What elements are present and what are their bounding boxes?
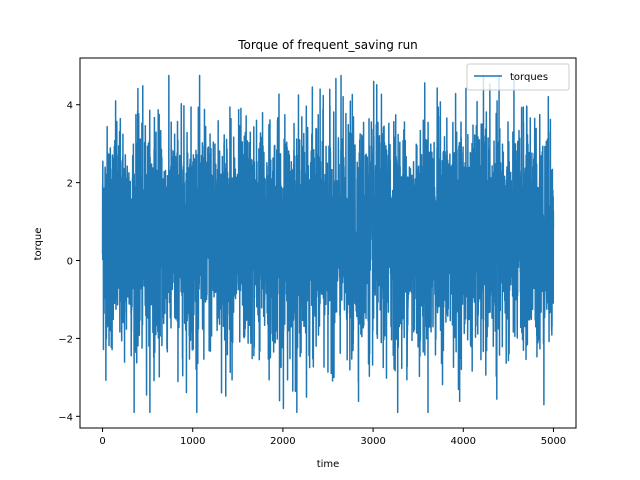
legend: torques [466, 63, 570, 91]
y-tick-label--4: −4 [58, 412, 73, 423]
chart-title: Torque of frequent_saving run [237, 38, 418, 52]
x-axis-label: time [317, 459, 340, 470]
plot-frame [79, 57, 577, 429]
y-tick-label-0: 0 [67, 257, 73, 268]
x-tick-label-0: 0 [99, 436, 105, 447]
y-axis-label: torque [33, 228, 44, 261]
y-tick-label--2: −2 [58, 334, 73, 345]
y-tick-label-2: 2 [67, 179, 73, 190]
legend-box [466, 63, 570, 91]
x-tick-label-4000: 4000 [451, 436, 476, 447]
y-tick-label-4: 4 [67, 101, 73, 112]
x-tick-label-5000: 5000 [541, 436, 566, 447]
plot-layer [101, 74, 555, 414]
x-tick-label-3000: 3000 [360, 436, 385, 447]
series-line-torques [101, 74, 555, 414]
legend-label-torques: torques [510, 72, 548, 83]
x-tick-label-2000: 2000 [270, 436, 295, 447]
axes-layer: 0 1000 2000 3000 4000 5000 −4 −2 0 2 4 [58, 57, 577, 447]
x-tick-label-1000: 1000 [180, 436, 205, 447]
